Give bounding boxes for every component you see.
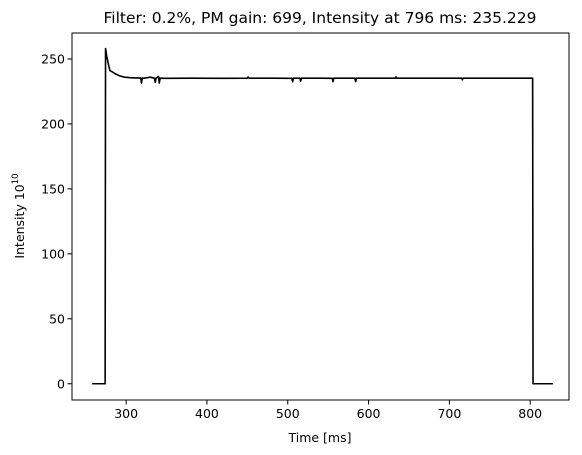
y-tick-label-0: 0	[57, 376, 65, 391]
x-tick-label-600: 600	[357, 406, 381, 421]
y-axis-label-exponent: 10	[11, 173, 21, 184]
x-tick-label-400: 400	[195, 406, 219, 421]
chart-title: Filter: 0.2%, PM gain: 699, Intensity at…	[103, 9, 536, 27]
y-tick-200: 200	[41, 116, 72, 131]
y-tick-150: 150	[41, 181, 72, 196]
y-tick-100: 100	[41, 246, 72, 261]
y-axis-label-base: Intensity 10	[12, 184, 27, 258]
y-tick-50: 50	[49, 311, 72, 326]
axes-frame	[71, 32, 570, 401]
y-tick-label-50: 50	[49, 311, 65, 326]
x-tick-label-300: 300	[114, 406, 138, 421]
x-tick-700: 700	[437, 400, 461, 421]
y-axis-label: Intensity 1010	[11, 173, 27, 258]
y-tick-label-150: 150	[41, 181, 65, 196]
x-tick-300: 300	[114, 400, 138, 421]
y-tick-250: 250	[41, 51, 72, 66]
y-tick-label-200: 200	[41, 116, 65, 131]
x-tick-800: 800	[518, 400, 542, 421]
y-tick-label-100: 100	[41, 246, 65, 261]
series-line-1	[92, 47, 553, 385]
x-tick-400: 400	[195, 400, 219, 421]
x-tick-label-700: 700	[437, 406, 461, 421]
y-tick-label-250: 250	[41, 51, 65, 66]
x-tick-label-500: 500	[276, 406, 300, 421]
x-tick-500: 500	[276, 400, 300, 421]
plot-area	[92, 47, 553, 385]
x-axis-label: Time [ms]	[287, 430, 351, 445]
y-tick-0: 0	[57, 376, 72, 391]
x-tick-label-800: 800	[518, 406, 542, 421]
x-tick-600: 600	[357, 400, 381, 421]
